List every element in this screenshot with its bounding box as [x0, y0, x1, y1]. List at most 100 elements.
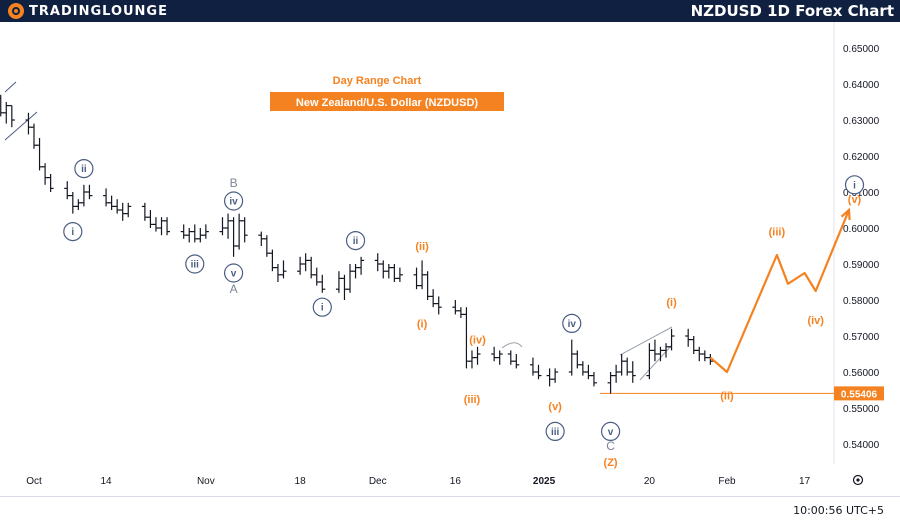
ohlc-bar — [496, 350, 503, 365]
wave-label-circle: ii — [74, 159, 94, 179]
ohlc-bar — [119, 202, 126, 221]
trend-line — [4, 111, 38, 141]
ohlc-bar — [274, 264, 281, 282]
wave-label-text: iv — [229, 197, 238, 208]
ohlc-bar — [657, 346, 664, 362]
wave-label-circle: i — [63, 222, 83, 242]
projection-path — [709, 209, 850, 374]
wave-label-text: (ii) — [415, 241, 429, 253]
x-tick-label: 2025 — [533, 476, 556, 487]
ohlc-bar — [75, 199, 82, 210]
wave-label-text: C — [606, 439, 615, 453]
wave-label-text: v — [608, 427, 614, 438]
ohlc-bar — [297, 256, 304, 275]
wave-label-ring — [844, 175, 865, 195]
wave-label-text: ii — [353, 236, 359, 247]
wave-label-circle: v — [223, 263, 244, 283]
ohlc-bar — [430, 289, 437, 308]
ohlc-bar — [186, 228, 193, 243]
ohlc-bar — [391, 264, 398, 282]
ohlc-bar — [164, 217, 171, 236]
x-tick-label: 16 — [450, 476, 462, 487]
wave-label-circle: iii — [185, 254, 205, 274]
y-tick-label: 0.62000 — [843, 152, 880, 163]
ohlc-bar — [158, 217, 165, 236]
ohlc-bar — [241, 217, 248, 243]
wave-label-text: iii — [551, 427, 560, 438]
wave-label-ring — [63, 222, 83, 242]
chart-title: NZDUSD 1D Forex Chart — [690, 2, 894, 20]
wave-label-circle: i — [844, 175, 865, 195]
ohlc-bar — [651, 339, 658, 362]
chart-main-title: New Zealand/U.S. Dollar (NZDUSD) — [296, 97, 478, 109]
price-chart[interactable]: 0.65000 0.64000 0.63000 0.62000 0.61000 0.600… — [0, 22, 900, 496]
clock-readout: 10:00:56 UTC+5 — [793, 504, 884, 517]
ohlc-bar — [313, 267, 320, 286]
ohlc-bar — [42, 163, 49, 185]
y-tick-label: 0.58000 — [843, 296, 880, 307]
trend-line — [619, 326, 673, 356]
ohlc-bar — [280, 260, 287, 279]
settings-gear-icon[interactable] — [852, 474, 864, 486]
wave-label-ring — [74, 159, 94, 179]
ohlc-bar — [663, 343, 670, 358]
ohlc-bar — [8, 104, 15, 128]
wave-label-text: (iii) — [769, 227, 786, 239]
wave-label-circle: iii — [545, 421, 565, 441]
ohlc-bar — [513, 354, 520, 369]
ohlc-bar — [86, 184, 93, 200]
wave-label-circle: v — [600, 421, 621, 441]
wave-label-ring — [312, 297, 332, 317]
x-tick-label: 20 — [644, 476, 656, 487]
wave-label-text: i — [853, 180, 856, 191]
wave-label-text: iv — [568, 319, 577, 330]
ohlc-bar — [646, 343, 653, 380]
current-price-tag — [834, 386, 884, 401]
ohlc-bar — [590, 372, 597, 387]
ohlc-bar — [31, 123, 37, 149]
ohlc-bar — [474, 346, 481, 365]
current-price-label: 0.55406 — [841, 389, 878, 400]
wave-label-text: B — [230, 176, 238, 190]
ohlc-bar — [258, 231, 265, 246]
wave-label-text: iii — [191, 260, 200, 271]
ohlc-bar — [696, 346, 703, 362]
wave-label-text: (iv) — [807, 315, 824, 327]
y-tick-label: 0.55000 — [843, 404, 880, 415]
ohlc-bar — [380, 260, 387, 279]
ohlc-bar — [374, 253, 381, 272]
wave-label-circle: iv — [562, 313, 582, 333]
wave-label-text: (v) — [548, 401, 562, 413]
ohlc-bar — [152, 217, 159, 232]
ohlc-bar — [341, 274, 348, 300]
wave-label-text: v — [231, 269, 237, 280]
y-tick-label: 0.59000 — [843, 260, 880, 271]
ohlc-bar — [574, 350, 581, 369]
ohlc-bar — [114, 199, 121, 214]
ohlc-bar — [263, 235, 270, 257]
y-tick-label: 0.54000 — [843, 440, 880, 451]
wave-label-ring — [600, 421, 621, 441]
wave-label-text: i — [71, 227, 74, 238]
ohlc-bar — [491, 346, 498, 362]
wave-label-circle: ii — [345, 231, 366, 251]
ohlc-bar — [197, 228, 204, 243]
gear-hub — [856, 478, 860, 482]
ohlc-bar — [3, 102, 10, 124]
ohlc-bar — [613, 364, 620, 383]
ohlc-bar — [302, 253, 309, 272]
ohlc-bar — [230, 217, 237, 257]
x-tick-label: Dec — [369, 476, 387, 487]
y-tick-label: 0.57000 — [843, 332, 880, 343]
ohlc-bar — [236, 213, 243, 250]
ohlc-bar — [419, 260, 426, 290]
ohlc-bar — [64, 181, 71, 200]
ohlc-bar — [25, 112, 32, 135]
projection-arrowhead — [840, 207, 851, 221]
wave-label-circle: i — [312, 297, 332, 317]
x-tick-label: 17 — [799, 476, 811, 487]
ohlc-bar — [457, 307, 464, 318]
y-tick-label: 0.56000 — [843, 368, 880, 379]
ohlc-bar — [685, 328, 692, 347]
x-tick-label: Nov — [197, 476, 215, 487]
